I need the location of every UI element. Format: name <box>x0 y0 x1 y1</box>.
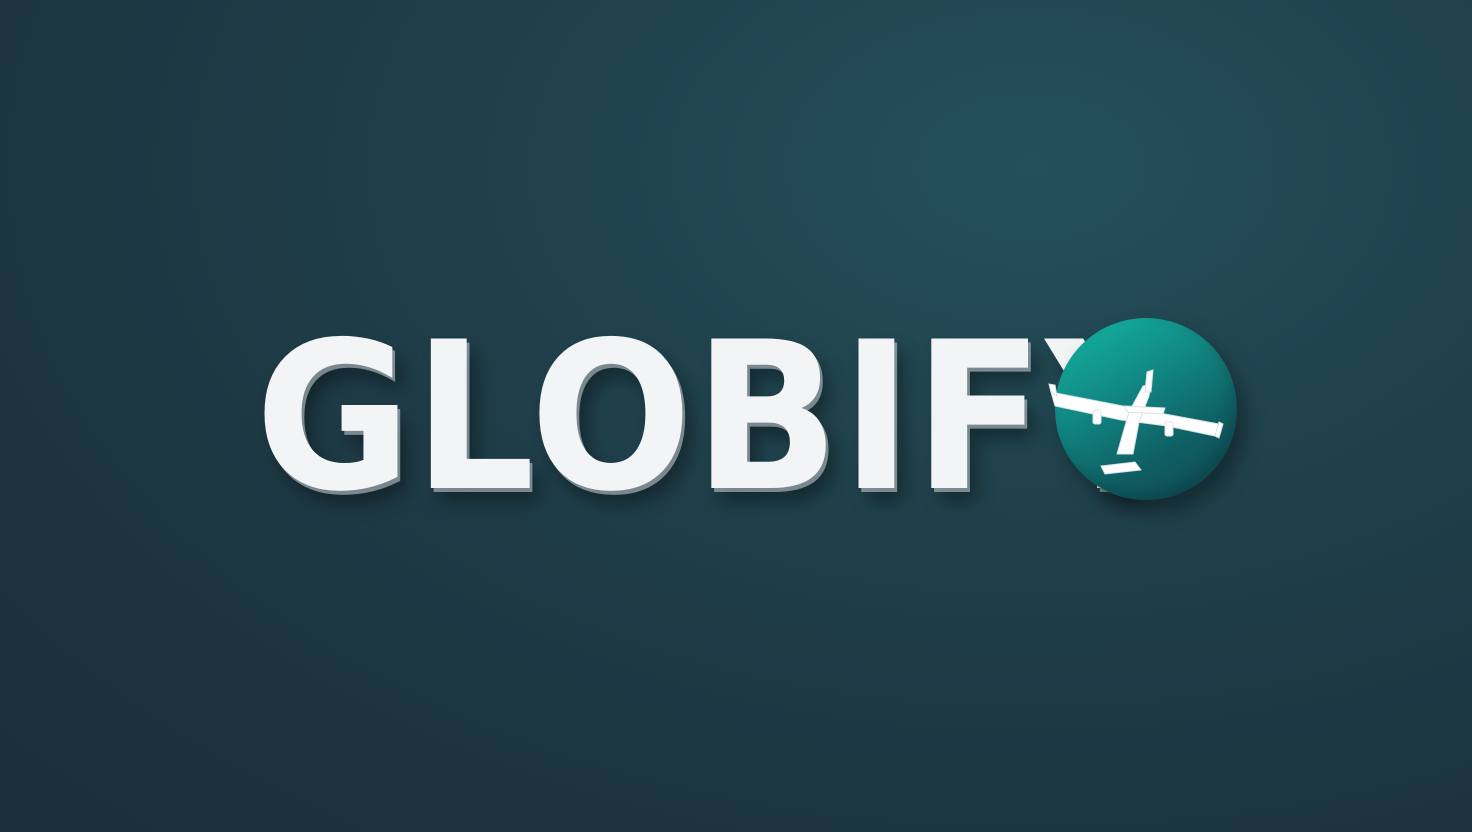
airplane-icon <box>1048 369 1224 475</box>
globe-emblem <box>1048 318 1237 500</box>
brand-wordmark: GLOBIFY <box>255 298 1186 537</box>
brand-logo: GLOBIFY <box>255 298 1256 537</box>
